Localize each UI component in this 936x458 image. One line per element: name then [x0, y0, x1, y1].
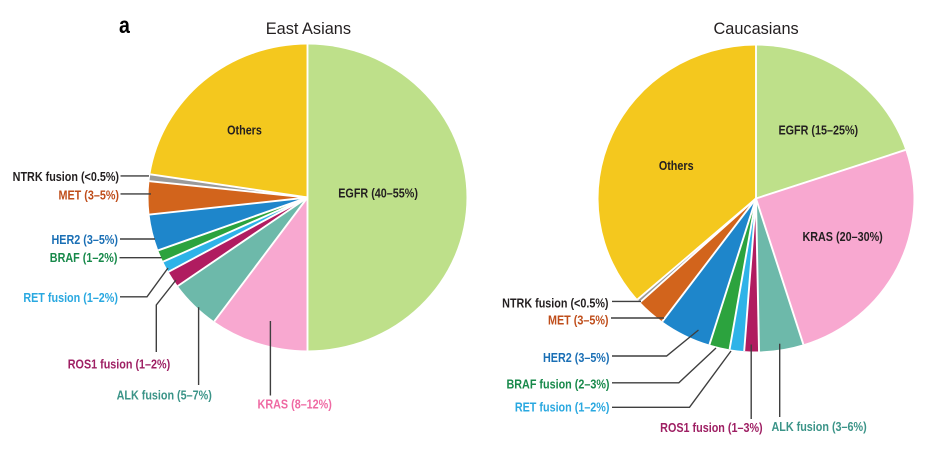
svg-text:ALK fusion (5–7%): ALK fusion (5–7%): [117, 387, 212, 402]
svg-text:EGFR (15–25%): EGFR (15–25%): [778, 122, 858, 137]
svg-text:ROS1 fusion (1–3%): ROS1 fusion (1–3%): [660, 420, 762, 435]
svg-text:EGFR (40–55%): EGFR (40–55%): [338, 185, 418, 200]
svg-text:a: a: [119, 13, 130, 39]
svg-text:MET (3–5%): MET (3–5%): [548, 313, 609, 328]
svg-text:ROS1 fusion (1–2%): ROS1 fusion (1–2%): [68, 356, 170, 371]
svg-text:BRAF (1–2%): BRAF (1–2%): [50, 250, 118, 265]
svg-text:RET fusion (1–2%): RET fusion (1–2%): [515, 399, 610, 414]
svg-text:NTRK fusion (<0.5%): NTRK fusion (<0.5%): [502, 295, 608, 310]
svg-text:BRAF fusion (2–3%): BRAF fusion (2–3%): [506, 377, 609, 392]
svg-text:Others: Others: [659, 158, 694, 173]
svg-text:MET (3–5%): MET (3–5%): [58, 188, 119, 203]
svg-text:RET fusion (1–2%): RET fusion (1–2%): [23, 290, 118, 305]
svg-text:HER2 (3–5%): HER2 (3–5%): [51, 232, 118, 247]
svg-text:ALK fusion (3–6%): ALK fusion (3–6%): [771, 419, 866, 434]
svg-text:KRAS (8–12%): KRAS (8–12%): [258, 397, 332, 412]
svg-text:HER2 (3–5%): HER2 (3–5%): [543, 350, 610, 365]
svg-text:KRAS (20–30%): KRAS (20–30%): [802, 229, 882, 244]
svg-text:Others: Others: [227, 122, 262, 137]
svg-text:East Asians: East Asians: [266, 19, 351, 38]
svg-text:Caucasians: Caucasians: [713, 19, 798, 38]
svg-text:NTRK fusion (<0.5%): NTRK fusion (<0.5%): [13, 169, 119, 184]
